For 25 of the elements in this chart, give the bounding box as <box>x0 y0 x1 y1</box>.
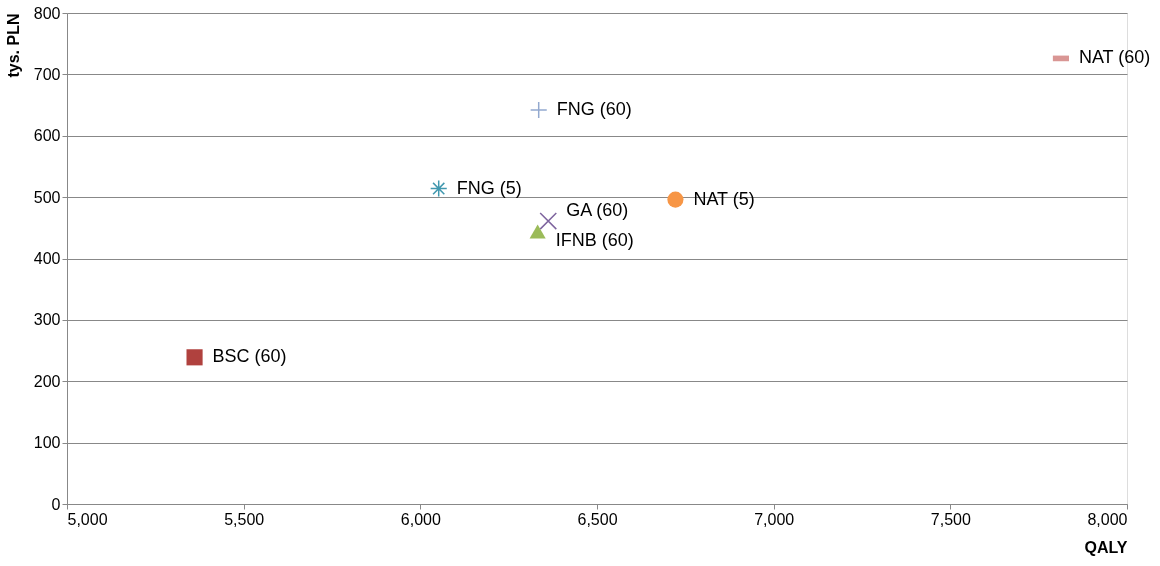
y-tick-label: 300 <box>33 311 61 329</box>
x-tick-label: 7,000 <box>754 510 795 528</box>
y-tick-label: 400 <box>33 250 61 267</box>
x-tick-label: 5,000 <box>67 510 108 528</box>
x-tick-label: 7,500 <box>930 510 971 528</box>
series-label: IFNB (60) <box>555 230 634 251</box>
y-tick-label: 500 <box>33 188 61 206</box>
series-label: FNG (60) <box>556 98 632 119</box>
series-label: BSC (60) <box>212 346 287 367</box>
series-label: NAT (60) <box>1078 47 1151 68</box>
y-tick-label: 600 <box>33 127 61 145</box>
series-label: FNG (5) <box>456 177 522 198</box>
y-axis-title: tys. PLN <box>4 13 22 78</box>
x-tick-label: 8,000 <box>1087 510 1128 528</box>
y-tick-label: 700 <box>33 65 61 83</box>
y-tick-label: 0 <box>51 495 61 513</box>
x-tick-label: 6,000 <box>400 510 441 528</box>
series-label: GA (60) <box>566 200 629 221</box>
y-tick-label: 800 <box>33 4 61 22</box>
x-tick-label: 5,500 <box>224 510 265 528</box>
series-label: NAT (5) <box>693 188 755 209</box>
x-tick-label: 6,500 <box>577 510 618 528</box>
y-tick-label: 100 <box>33 434 61 452</box>
y-tick-label: 200 <box>33 372 61 390</box>
x-axis-title: QALY <box>1084 538 1128 556</box>
